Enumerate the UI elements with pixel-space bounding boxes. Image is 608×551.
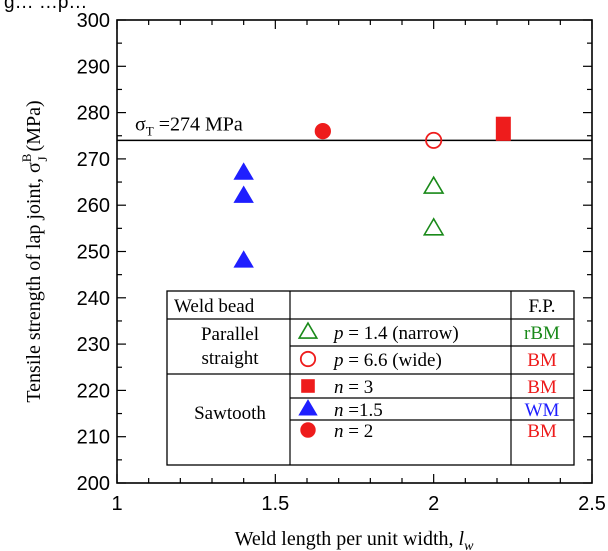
clipped-top-text: g… …p…: [4, 0, 87, 13]
y-tick-label: 280: [77, 103, 110, 125]
legend-entry-label: p = 1.4 (narrow): [332, 323, 459, 344]
data-point-triangle-open: [422, 217, 445, 236]
legend-marker-triangle: [298, 399, 318, 416]
legend-entry-label: p = 6.6 (wide): [332, 350, 442, 371]
data-point-triangle: [233, 185, 254, 203]
legend-group-sawtooth: Sawtooth: [194, 403, 266, 424]
x-tick-label: 2: [428, 493, 439, 515]
legend-entry-label: n = 2: [334, 421, 373, 442]
data-point-triangle: [233, 250, 254, 268]
y-tick-label: 240: [77, 288, 110, 310]
data-point-circle: [314, 122, 331, 140]
y-tick-label: 200: [77, 473, 110, 495]
y-axis-label: Tensile strength of lap joint, σBJ (MPa): [19, 100, 50, 402]
y-tick-label: 270: [77, 149, 110, 171]
legend-header-fp: F.P.: [528, 296, 555, 317]
legend-border: [166, 290, 575, 466]
x-tick-label: 1.5: [261, 493, 289, 515]
y-tick-label: 250: [77, 242, 110, 264]
legend-entry-label: n =1.5: [334, 400, 383, 421]
plot-area: 200 210 220 230 240 250 260 270 280 290 300 1 1.5 2 2.…: [19, 10, 606, 551]
legend-header-bead: Weld bead: [174, 296, 255, 317]
legend-group-parallel: straight: [202, 348, 260, 369]
legend-fp-value: BM: [527, 350, 557, 371]
y-tick-label: 230: [77, 334, 110, 356]
legend-table: Weld bead F.P. Parallel straight Sawtooth p =…: [166, 290, 575, 466]
x-axis-label: Weld length per unit width, lw: [235, 528, 474, 551]
y-tick-label: 290: [77, 56, 110, 78]
data-point-triangle: [233, 162, 254, 180]
legend-entry-label: n = 3: [334, 377, 373, 398]
legend-marker-square: [301, 379, 315, 393]
legend-fp-value: BM: [527, 377, 557, 398]
x-tick-label: 1: [111, 493, 122, 515]
data-point-circle-open: [425, 131, 443, 149]
legend-marker-circle: [300, 422, 316, 438]
reference-line-label: σT =274 MPa: [135, 113, 243, 138]
y-tick-label: 210: [77, 427, 110, 449]
legend-marker-triangle-open: [297, 321, 319, 339]
data-point-square: [495, 116, 511, 141]
x-tick-label: 2.5: [578, 493, 606, 515]
y-tick-label: 260: [77, 195, 110, 217]
y-tick-label: 300: [77, 10, 110, 32]
legend-group-parallel: Parallel: [201, 324, 259, 345]
legend-marker-circle-open: [299, 350, 317, 368]
legend-fp-value: WM: [525, 400, 560, 421]
y-tick-label: 220: [77, 380, 110, 402]
legend-fp-value: rBM: [524, 323, 560, 344]
data-point-triangle-open: [422, 175, 445, 194]
legend-fp-value: BM: [527, 421, 557, 442]
